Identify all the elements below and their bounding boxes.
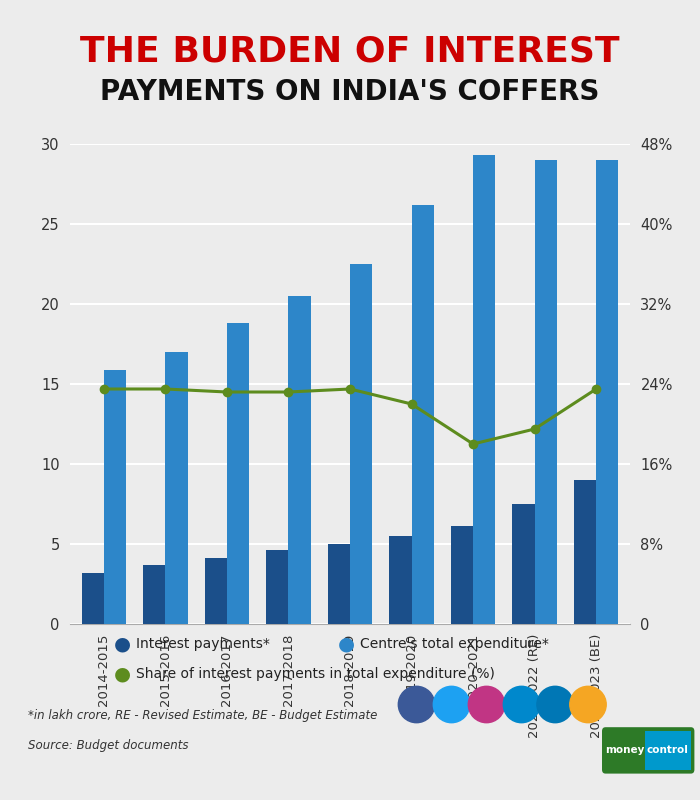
Circle shape: [398, 686, 435, 722]
Bar: [328, 544, 350, 624]
Circle shape: [570, 686, 606, 722]
Bar: [512, 504, 535, 624]
Bar: [389, 536, 412, 624]
Circle shape: [468, 686, 505, 722]
Bar: [451, 526, 473, 624]
Text: *in lakh crore, RE - Revised Estimate, BE - Budget Estimate: *in lakh crore, RE - Revised Estimate, B…: [28, 710, 377, 722]
Bar: [412, 205, 434, 624]
Text: Source: Budget documents: Source: Budget documents: [28, 739, 188, 752]
Text: THE BURDEN OF INTEREST: THE BURDEN OF INTEREST: [80, 35, 620, 69]
Bar: [144, 565, 165, 624]
Bar: [535, 160, 556, 624]
Circle shape: [503, 686, 540, 722]
Text: PAYMENTS ON INDIA'S COFFERS: PAYMENTS ON INDIA'S COFFERS: [100, 78, 600, 106]
Text: money: money: [606, 746, 645, 755]
Text: Interest payments*: Interest payments*: [136, 637, 270, 651]
Text: control: control: [647, 746, 689, 755]
Text: Centre's total expenditure*: Centre's total expenditure*: [360, 637, 550, 651]
Circle shape: [433, 686, 470, 722]
Bar: [165, 352, 188, 624]
Bar: [350, 264, 372, 624]
Bar: [82, 573, 104, 624]
Text: ●: ●: [338, 634, 355, 654]
Bar: [596, 160, 618, 624]
Bar: [574, 480, 596, 624]
Bar: [205, 558, 227, 624]
Bar: [104, 370, 126, 624]
Bar: [266, 550, 288, 624]
Text: Share of interest payments in total expenditure (%): Share of interest payments in total expe…: [136, 666, 496, 681]
Text: ●: ●: [114, 634, 131, 654]
Bar: [227, 323, 249, 624]
Bar: [288, 296, 311, 624]
Circle shape: [537, 686, 573, 722]
Bar: [473, 155, 495, 624]
Text: ●: ●: [114, 664, 131, 683]
